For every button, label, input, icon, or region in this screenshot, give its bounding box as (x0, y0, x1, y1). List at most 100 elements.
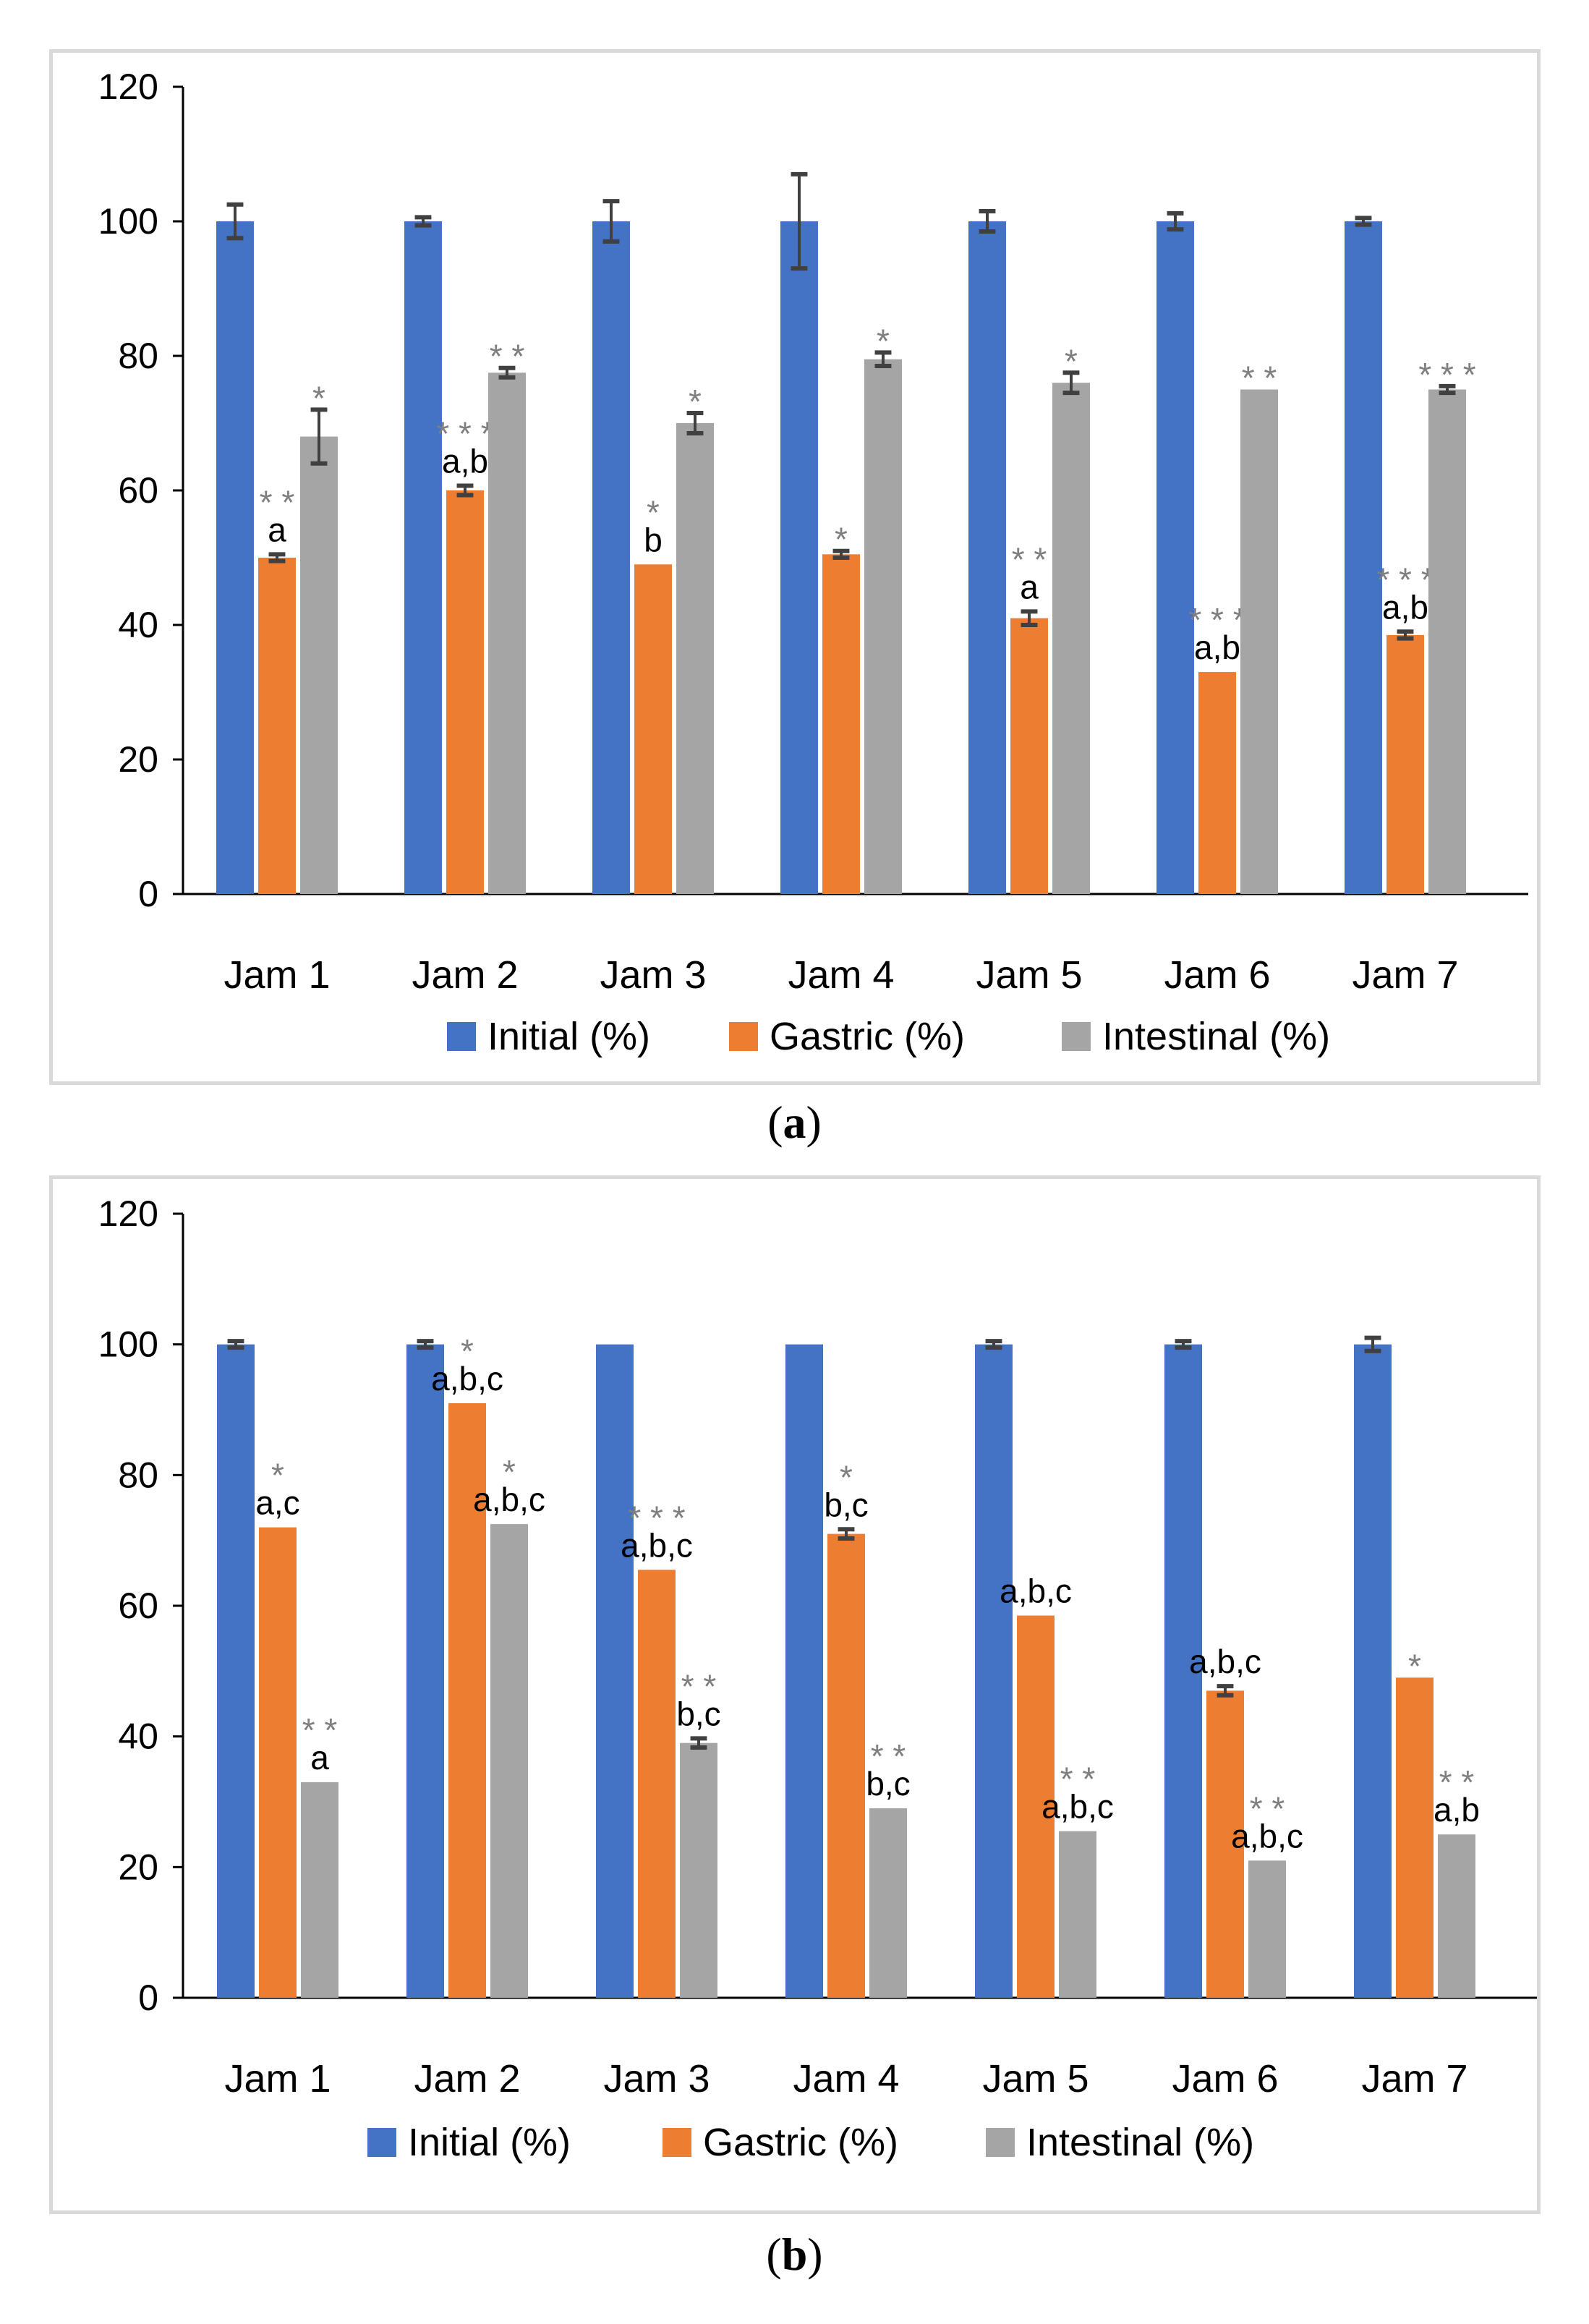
significance-stars: * * * (628, 1499, 685, 1536)
significance-letters: b,c (824, 1486, 868, 1523)
bar-intestinal-3 (680, 1742, 717, 1998)
legend-swatch-gastric (663, 2128, 691, 2157)
bar-initial-1 (217, 1344, 255, 1998)
bar-gastric-4 (827, 1533, 865, 1998)
significance-stars: * * (871, 1737, 906, 1775)
bar-initial-2 (404, 221, 442, 894)
bar-gastric-2 (446, 490, 484, 894)
y-tick-label: 120 (98, 1193, 158, 1234)
y-tick-label: 120 (98, 67, 158, 107)
bar-gastric-6 (1206, 1690, 1244, 1998)
x-category-label: Jam 1 (224, 2057, 331, 2100)
significance-letters: a,c (255, 1484, 299, 1522)
significance-stars: * * (1060, 1761, 1096, 1798)
y-tick-label: 80 (118, 1455, 158, 1495)
legend-label-initial: Initial (%) (408, 2121, 571, 2164)
significance-stars: * (840, 1458, 853, 1496)
significance-stars: * (689, 383, 702, 420)
y-tick-label: 0 (138, 1978, 158, 2018)
significance-stars: * * * (436, 414, 493, 452)
y-tick-label: 0 (138, 874, 158, 914)
significance-letters: a,b (442, 442, 488, 480)
significance-stars: * * (1250, 1789, 1285, 1827)
x-category-label: Jam 4 (788, 953, 894, 997)
significance-letters: b,c (676, 1695, 720, 1732)
bar-initial-4 (785, 1344, 823, 1998)
bar-intestinal-7 (1438, 1834, 1475, 1998)
significance-stars: * (647, 493, 660, 531)
bar-intestinal-3 (676, 423, 714, 894)
bar-initial-2 (406, 1344, 444, 1998)
y-tick-label: 40 (118, 605, 158, 645)
significance-letters: a,b (1194, 629, 1240, 666)
x-category-label: Jam 3 (603, 2057, 710, 2100)
significance-stars: * * * (1418, 356, 1475, 393)
x-category-label: Jam 4 (793, 2057, 899, 2100)
legend-label-gastric: Gastric (%) (703, 2121, 898, 2164)
significance-letters: a (310, 1739, 329, 1776)
significance-stars: * (877, 322, 890, 359)
x-category-label: Jam 7 (1361, 2057, 1467, 2100)
significance-letters: b,c (866, 1765, 910, 1802)
chart-panel-a: 0 20 40 60 80 100 120 a * * * Jam 1 a,b * * * * * Jam … (49, 49, 1541, 1085)
legend-swatch-initial (447, 1022, 476, 1051)
bar-gastric-5 (1010, 618, 1048, 894)
x-category-label: Jam 6 (1172, 2057, 1278, 2100)
x-category-label: Jam 5 (982, 2057, 1089, 2100)
caption-b-label: b (781, 2229, 808, 2280)
legend-label-gastric: Gastric (%) (770, 1015, 965, 1058)
significance-stars: * (271, 1457, 284, 1494)
bar-intestinal-5 (1059, 1831, 1096, 1998)
bar-gastric-7 (1386, 634, 1424, 894)
x-category-label: Jam 2 (414, 2057, 520, 2100)
bar-gastric-2 (448, 1403, 486, 1998)
y-tick-label: 20 (118, 739, 158, 780)
significance-stars: * * (490, 338, 525, 375)
bar-initial-7 (1354, 1344, 1392, 1998)
bar-initial-1 (216, 221, 254, 894)
legend-swatch-intestinal (1062, 1022, 1091, 1051)
significance-letters: a,b,c (1041, 1788, 1114, 1826)
bar-gastric-6 (1198, 672, 1236, 894)
x-category-label: Jam 2 (412, 953, 518, 997)
bar-initial-5 (975, 1344, 1013, 1998)
significance-letters: a,b,c (473, 1481, 545, 1518)
bar-initial-4 (780, 221, 818, 894)
significance-letters: a,b (1433, 1791, 1480, 1829)
bar-gastric-3 (638, 1570, 676, 1998)
bar-gastric-7 (1396, 1677, 1433, 1998)
significance-stars: * * (1242, 359, 1277, 397)
significance-stars: * * (302, 1711, 338, 1749)
bar-gastric-1 (258, 558, 296, 894)
legend-label-intestinal: Intestinal (%) (1026, 2121, 1254, 2164)
significance-letters: a,b (1382, 588, 1428, 626)
bar-gastric-4 (822, 554, 860, 894)
chart-panel-b: 0 20 40 60 80 100 120 a,c * a * * Jam 1 a,b,c * a,b,c *… (49, 1175, 1541, 2214)
bar-initial-3 (592, 221, 630, 894)
y-tick-label: 60 (118, 1585, 158, 1626)
bar-intestinal-4 (869, 1808, 907, 1998)
bar-initial-6 (1164, 1344, 1202, 1998)
x-category-label: Jam 3 (600, 953, 706, 997)
significance-letters: b (644, 521, 663, 558)
significance-letters: a,b,c (1000, 1572, 1072, 1610)
legend-swatch-initial (367, 2128, 396, 2157)
legend-swatch-intestinal (986, 2128, 1015, 2157)
bar-initial-5 (968, 221, 1006, 894)
y-tick-label: 20 (118, 1847, 158, 1887)
significance-stars: * (461, 1332, 474, 1370)
legend-swatch-gastric (729, 1022, 758, 1051)
caption-a: (a) (767, 1097, 822, 1148)
bar-intestinal-1 (300, 436, 338, 894)
x-category-label: Jam 6 (1164, 953, 1270, 997)
bar-intestinal-6 (1240, 389, 1278, 894)
x-category-label: Jam 1 (223, 953, 330, 997)
bar-intestinal-4 (864, 359, 902, 894)
significance-letters: a,b,c (621, 1526, 693, 1564)
significance-stars: * * * (1188, 601, 1245, 639)
y-tick-label: 80 (118, 336, 158, 376)
y-tick-label: 60 (118, 470, 158, 511)
significance-stars: * (1065, 342, 1078, 380)
